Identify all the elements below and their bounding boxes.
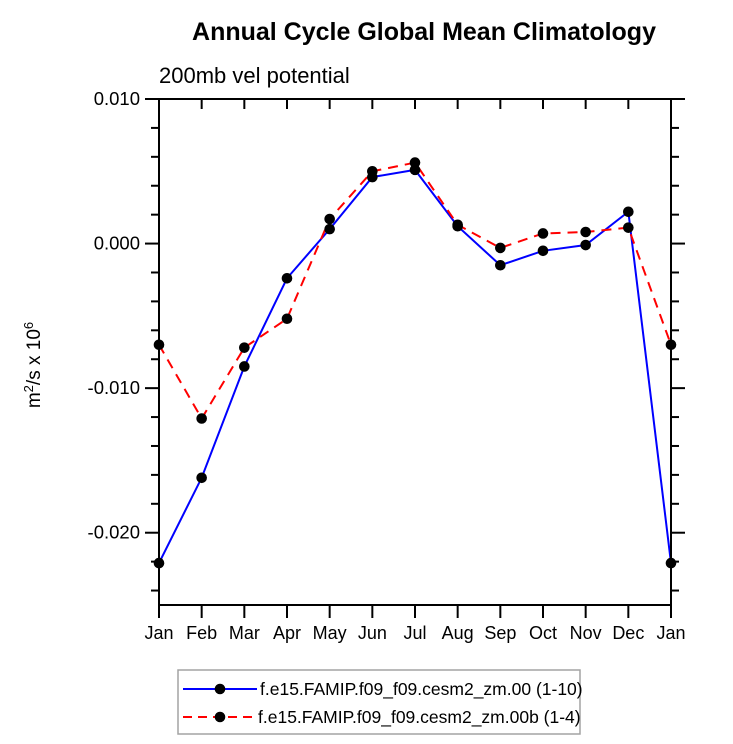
data-point-marker-s1-May [324,223,335,235]
data-point-marker-s1-Mar [239,361,250,372]
x-tick-label: Jan [656,623,685,643]
x-tick-label: Aug [442,623,474,643]
x-tick-label: Dec [612,623,644,643]
data-point-marker-s2-Nov [580,226,591,238]
legend-entry-series1-label: f.e15.FAMIP.f09_f09.cesm2_zm.00 (1-10) [260,679,583,700]
data-point-marker-s1-Oct [537,245,549,257]
chart-subtitle: 200mb vel potential [159,63,350,88]
data-point-marker-s2-May [324,213,335,225]
series-line-2 [158,161,672,421]
data-point-marker-s1-Sep [495,259,506,271]
legend: f.e15.FAMIP.f09_f09.cesm2_zm.00 (1-10) f… [177,669,583,735]
axis-ticks [145,98,685,618]
data-point-marker-s1-Nov [580,239,591,251]
data-point-marker-s2-Oct [537,228,549,239]
x-tick-label: Oct [529,623,557,643]
data-point-marker-s2-Mar [239,342,250,353]
x-tick-label: Jul [403,623,426,643]
data-point-marker-s2-Sep [495,242,506,254]
data-point-marker-s2-Jun [367,165,378,177]
plot-area: Jan Feb Mar Apr May Jun Jul Aug Sep Oct Nov Dec Jan 0… [88,88,686,643]
legend-sample-marker-2 [214,711,226,723]
x-tick-label: Nov [570,623,602,643]
legend-sample-marker-1 [214,683,226,695]
series-line-1 [158,168,672,564]
x-tick-label: Sep [484,623,516,643]
x-tick-label: May [313,623,347,643]
data-point-marker-s2-Dec [623,222,634,233]
legend-line-samples [183,683,257,723]
legend-box [177,669,581,735]
x-tick-label: Jan [144,623,173,643]
data-point-marker-s2-Jul [409,157,421,168]
y-axis-label: m2/s x 106 [21,322,46,408]
x-tick-label: Mar [229,623,260,643]
x-tick-label: Jun [358,623,387,643]
x-tick-label: Feb [186,623,217,643]
legend-entry-series2-label: f.e15.FAMIP.f09_f09.cesm2_zm.00b (1-4) [258,707,581,728]
y-tick-label: -0.020 [88,522,140,543]
data-point-marker-s2-Feb [196,413,207,424]
chart-title: Annual Cycle Global Mean Climatology [192,18,656,46]
data-point-marker-s1-Dec [623,206,634,218]
data-point-marker-s1-Apr [281,272,293,284]
y-tick-label: 0.000 [94,233,140,254]
y-tick-label: -0.010 [88,377,140,398]
y-tick-label: 0.010 [94,88,140,109]
data-point-marker-s1-Feb [196,472,207,484]
data-point-marker-s2-Aug [452,219,463,231]
x-tick-label: Apr [273,623,301,643]
data-point-marker-s2-Apr [281,313,293,325]
